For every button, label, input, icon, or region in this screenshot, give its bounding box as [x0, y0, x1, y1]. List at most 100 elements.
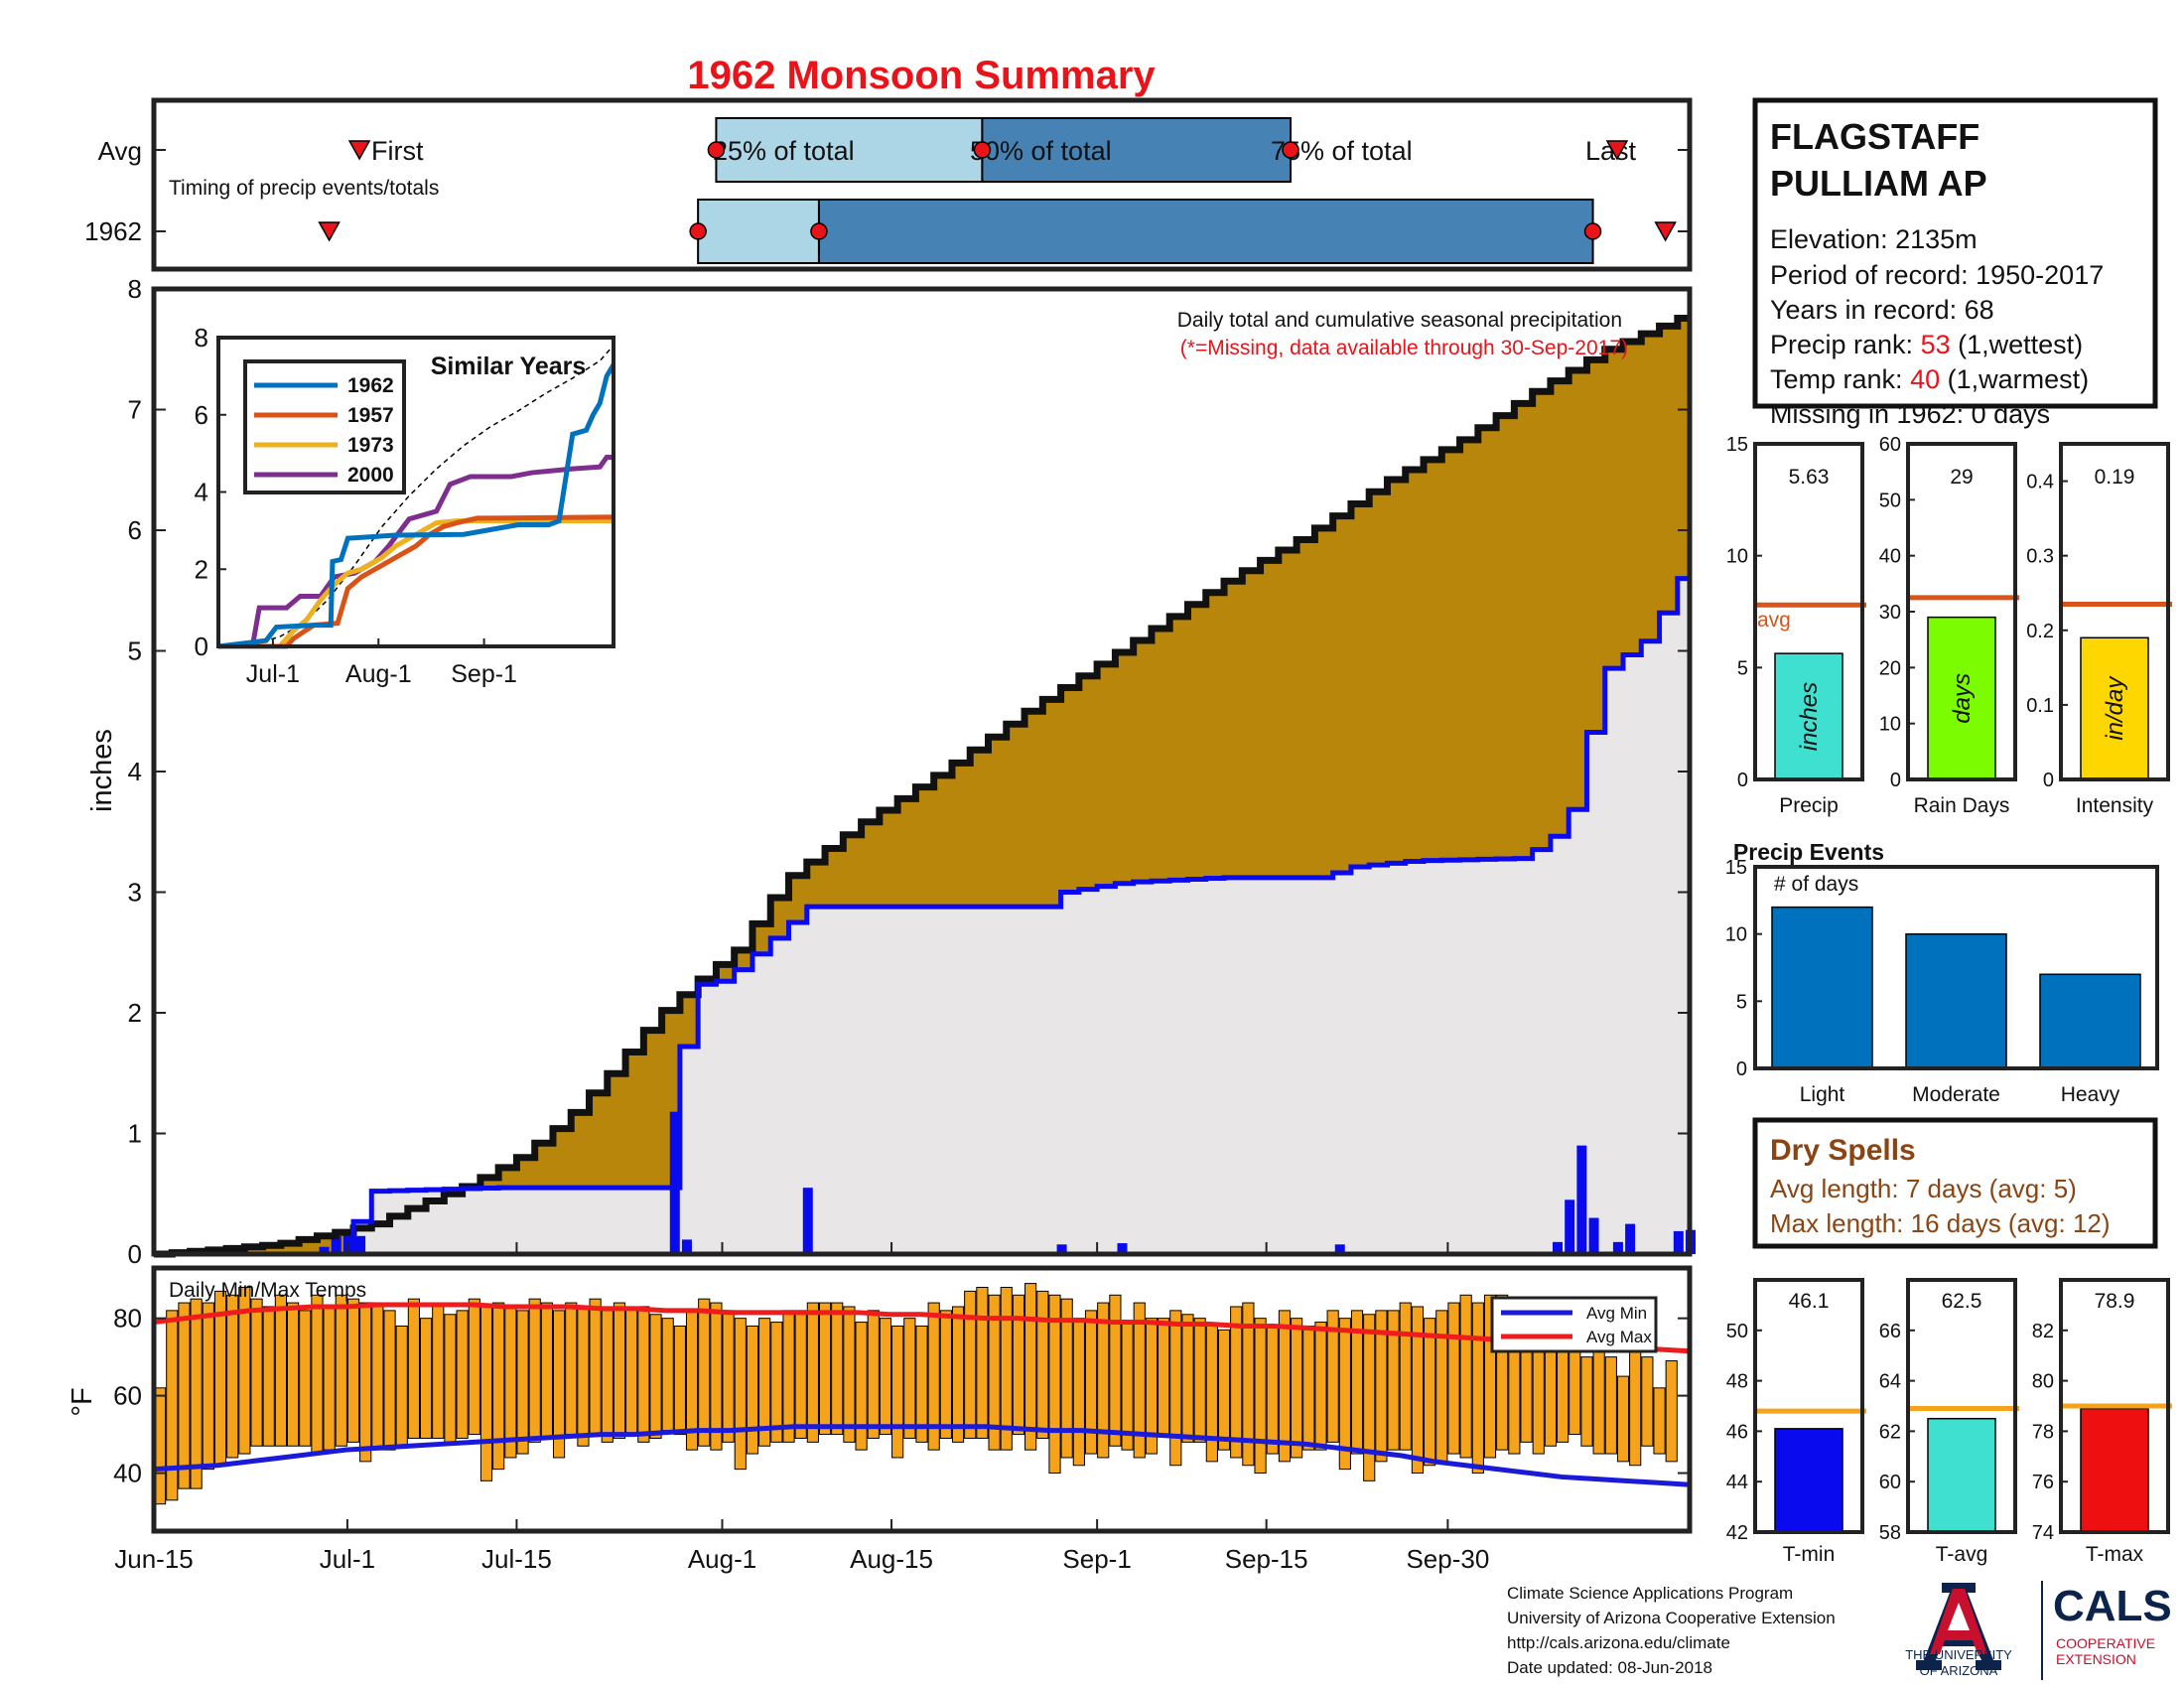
daily-temp-bar — [710, 1302, 723, 1451]
precip-y-tick-label: 4 — [128, 757, 142, 786]
timing-quantile-marker — [689, 222, 707, 240]
daily-precip-bar — [1056, 1244, 1067, 1254]
date-x-tick-label: Jun-15 — [114, 1544, 194, 1574]
precip-note: Daily total and cumulative seasonal prec… — [1177, 309, 1622, 332]
stat-bar-rain-days — [1927, 616, 1996, 780]
precip-events-bar-light — [1771, 906, 1873, 1069]
daily-temp-bar — [1012, 1294, 1025, 1436]
daily-temp-bar — [746, 1325, 759, 1455]
daily-temp-bar — [226, 1294, 239, 1459]
q50-label: 50% of total — [970, 136, 1112, 166]
precip-events-x-label: Light — [1800, 1083, 1845, 1106]
daily-temp-bar — [1097, 1302, 1110, 1459]
daily-temp-bar — [1000, 1286, 1013, 1451]
date-x-tick-label: Sep-15 — [1225, 1544, 1308, 1574]
daily-temp-bar — [335, 1294, 347, 1447]
daily-temp-bar — [698, 1298, 711, 1447]
stat-y-tick-label: 0 — [1737, 770, 1748, 791]
daily-temp-bar — [565, 1302, 578, 1436]
stat-y-tick-label: 10 — [1726, 546, 1748, 568]
temp-stat-value-label: 46.1 — [1789, 1290, 1830, 1313]
stat-y-tick-label: 5 — [1737, 657, 1748, 679]
inset-y-tick-label: 0 — [195, 632, 208, 661]
temp-frame — [151, 1265, 1693, 1534]
stat-bar-precip — [1774, 652, 1843, 780]
daily-temp-bar — [601, 1310, 614, 1443]
daily-precip-bars — [319, 1111, 1696, 1254]
daily-temp-bar — [444, 1314, 457, 1443]
daily-temp-bar — [1447, 1302, 1460, 1455]
temp-stat-y-tick-label: 82 — [2032, 1321, 2054, 1342]
temp-stat-category-label: T-max — [2086, 1543, 2144, 1566]
daily-temp-bar — [1133, 1302, 1146, 1459]
daily-temp-bar — [964, 1290, 977, 1439]
daily-precip-bar — [1565, 1199, 1575, 1254]
temp-y-tick-label: 80 — [113, 1304, 142, 1334]
daily-temp-bar — [202, 1302, 214, 1471]
station-info: FLAGSTAFF PULLIAM AP Elevation: 2135m Pe… — [1752, 97, 2158, 429]
temp-stat-category-label: T-avg — [1936, 1543, 1988, 1566]
daily-temp-bar — [1387, 1310, 1400, 1451]
daily-precip-bar — [1117, 1243, 1128, 1254]
daily-temp-bar — [479, 1306, 493, 1481]
timing-quantile-marker — [1583, 222, 1602, 240]
daily-temp-bar — [734, 1318, 747, 1471]
precip-y-tick-label: 6 — [128, 515, 142, 545]
daily-temp-bar — [770, 1322, 783, 1443]
stat-panel-frame — [2059, 442, 2170, 781]
daily-temp-bar — [1424, 1318, 1436, 1467]
daily-temp-bar — [1036, 1290, 1049, 1439]
daily-temp-bar — [1580, 1356, 1593, 1447]
inset-line-1962 — [217, 362, 616, 649]
daily-temp-bar — [988, 1294, 1001, 1451]
daily-temp-bar — [1544, 1336, 1558, 1447]
temp-stat-y-tick-label: 80 — [2032, 1371, 2054, 1393]
daily-temp-bar — [383, 1310, 396, 1451]
inset-line-1957 — [218, 514, 614, 649]
daily-temp-bar — [1641, 1356, 1654, 1447]
stat-y-tick-label: 20 — [1879, 657, 1901, 679]
daily-temp-bar — [903, 1318, 916, 1439]
timing-first-last-marker — [1605, 140, 1629, 161]
daily-temp-bar — [1158, 1318, 1170, 1436]
daily-temp-bar — [1616, 1375, 1630, 1463]
temp-stat-y-tick-label: 48 — [1726, 1371, 1748, 1393]
daily-temp-bar — [1266, 1325, 1279, 1455]
daily-precip-bar — [681, 1239, 692, 1254]
stat-avg-label: avg — [1757, 609, 1791, 632]
ua-a-logo-icon — [1930, 1589, 1987, 1654]
daily-temp-bar — [1242, 1302, 1255, 1467]
university-of-arizona-logo: THE UNIVERSITY OF ARIZONA — [1905, 1583, 2012, 1678]
daily-temp-bar — [286, 1302, 300, 1447]
daily-temp-bar — [1072, 1318, 1085, 1467]
temp-stat-bar-t-min — [1774, 1428, 1843, 1533]
daily-precip-bar — [1553, 1241, 1564, 1254]
daily-temp-bar — [250, 1298, 263, 1447]
daily-temp-bar — [806, 1302, 819, 1443]
temp-stat-frame — [1906, 1278, 2017, 1534]
daily-precip-bar — [1576, 1145, 1587, 1254]
dry-spells-box — [1752, 1117, 2158, 1249]
daily-temp-bar — [1193, 1318, 1206, 1443]
inset-legend-label-1957: 1957 — [347, 404, 394, 427]
timing-quantile-marker — [1282, 141, 1299, 159]
stat-value-label: 0.19 — [2095, 466, 2135, 489]
dry-spells: Dry Spells Avg length: 7 days (avg: 5) M… — [1752, 1117, 2158, 1249]
daily-temp-bar — [432, 1302, 445, 1439]
daily-temp-bar — [879, 1318, 892, 1436]
cals-logo-line1: COOPERATIVE — [2056, 1635, 2155, 1651]
temp-stat-y-tick-label: 46 — [1726, 1421, 1748, 1443]
avg-min-line — [153, 1424, 1691, 1487]
date-x-tick-label: Sep-1 — [1062, 1544, 1131, 1574]
daily-temp-bar — [359, 1302, 372, 1463]
daily-temp-bar — [213, 1290, 227, 1467]
daily-temp-bar — [1459, 1294, 1472, 1459]
daily-precip-bar — [1625, 1223, 1636, 1254]
temp-stat-value-label: 62.5 — [1942, 1290, 1982, 1313]
timing-row-avg: Avg — [98, 136, 142, 166]
daily-temp-bar — [637, 1306, 650, 1443]
avg-50-75-box — [981, 117, 1293, 183]
daily-temp-bar — [1496, 1294, 1509, 1451]
timing-markers — [154, 140, 1690, 242]
